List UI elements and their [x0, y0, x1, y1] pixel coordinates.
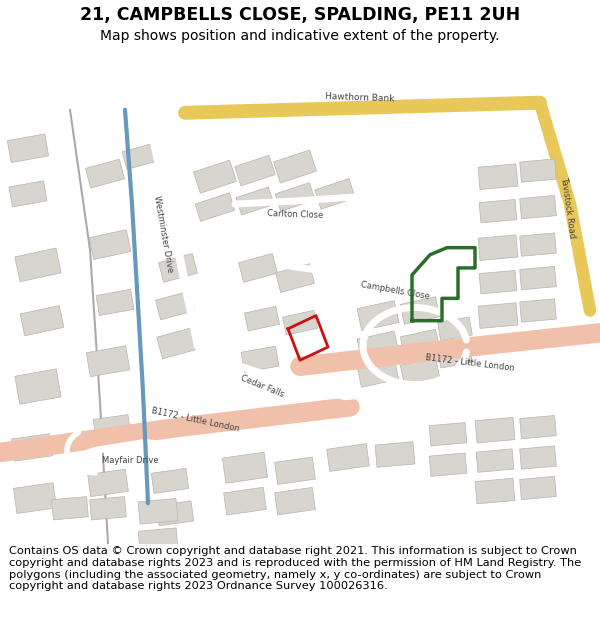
Polygon shape	[138, 528, 178, 549]
Polygon shape	[275, 264, 314, 292]
Polygon shape	[88, 469, 128, 497]
Polygon shape	[520, 416, 556, 439]
Polygon shape	[86, 159, 124, 188]
Polygon shape	[155, 291, 194, 320]
Polygon shape	[520, 476, 556, 499]
Polygon shape	[96, 289, 134, 316]
Polygon shape	[86, 346, 130, 377]
Polygon shape	[476, 449, 514, 472]
Polygon shape	[375, 442, 415, 468]
Polygon shape	[437, 344, 472, 368]
Polygon shape	[223, 452, 268, 483]
Polygon shape	[52, 497, 88, 520]
Text: Cedar Falls: Cedar Falls	[239, 374, 285, 399]
Polygon shape	[93, 414, 131, 439]
Polygon shape	[520, 196, 556, 219]
Polygon shape	[275, 488, 316, 515]
Polygon shape	[478, 302, 518, 328]
Polygon shape	[11, 434, 52, 461]
Polygon shape	[520, 159, 556, 182]
Polygon shape	[479, 271, 517, 294]
Polygon shape	[151, 468, 189, 493]
Polygon shape	[274, 150, 316, 183]
Polygon shape	[244, 306, 280, 331]
Polygon shape	[479, 199, 517, 223]
Text: Map shows position and indicative extent of the property.: Map shows position and indicative extent…	[100, 29, 500, 43]
Text: Campbells Close: Campbells Close	[360, 280, 430, 301]
Polygon shape	[239, 254, 277, 282]
Polygon shape	[241, 346, 279, 372]
Polygon shape	[156, 501, 194, 526]
Text: B1172 - Little London: B1172 - Little London	[150, 406, 240, 434]
Polygon shape	[89, 230, 131, 259]
Polygon shape	[89, 497, 127, 520]
Polygon shape	[283, 311, 317, 335]
Polygon shape	[478, 164, 518, 189]
Text: B1172 - Little London: B1172 - Little London	[425, 353, 515, 373]
Polygon shape	[194, 160, 236, 193]
Polygon shape	[15, 248, 61, 282]
Polygon shape	[122, 143, 158, 169]
Polygon shape	[195, 192, 235, 221]
Polygon shape	[400, 329, 440, 357]
Polygon shape	[357, 301, 399, 331]
Polygon shape	[358, 359, 398, 388]
Polygon shape	[157, 328, 199, 359]
Polygon shape	[520, 446, 556, 469]
Polygon shape	[224, 488, 266, 515]
Polygon shape	[138, 499, 178, 524]
Polygon shape	[275, 182, 315, 211]
Polygon shape	[429, 422, 467, 446]
Polygon shape	[478, 235, 518, 261]
Polygon shape	[357, 331, 399, 361]
Polygon shape	[400, 357, 440, 385]
Polygon shape	[520, 266, 556, 290]
Polygon shape	[315, 179, 355, 209]
Polygon shape	[275, 457, 316, 484]
Polygon shape	[475, 478, 515, 504]
Polygon shape	[437, 317, 472, 341]
Polygon shape	[429, 453, 467, 476]
Polygon shape	[475, 418, 515, 443]
Text: Tavistock Road: Tavistock Road	[559, 176, 577, 239]
Polygon shape	[235, 155, 275, 186]
Text: Carlton Close: Carlton Close	[267, 209, 323, 219]
Polygon shape	[520, 233, 556, 256]
Polygon shape	[7, 134, 49, 162]
Polygon shape	[15, 369, 61, 404]
Polygon shape	[9, 181, 47, 207]
Polygon shape	[326, 444, 370, 471]
Polygon shape	[520, 299, 556, 322]
Polygon shape	[158, 254, 197, 282]
Polygon shape	[236, 187, 274, 215]
Polygon shape	[400, 297, 440, 324]
Text: Mayfair Drive: Mayfair Drive	[101, 456, 158, 465]
Text: Hawthorn Bank: Hawthorn Bank	[325, 92, 395, 103]
Polygon shape	[20, 306, 64, 336]
Polygon shape	[13, 482, 56, 514]
Text: Contains OS data © Crown copyright and database right 2021. This information is : Contains OS data © Crown copyright and d…	[9, 546, 581, 591]
Text: Westminster Drive: Westminster Drive	[152, 195, 174, 274]
Text: 21, CAMPBELLS CLOSE, SPALDING, PE11 2UH: 21, CAMPBELLS CLOSE, SPALDING, PE11 2UH	[80, 6, 520, 24]
